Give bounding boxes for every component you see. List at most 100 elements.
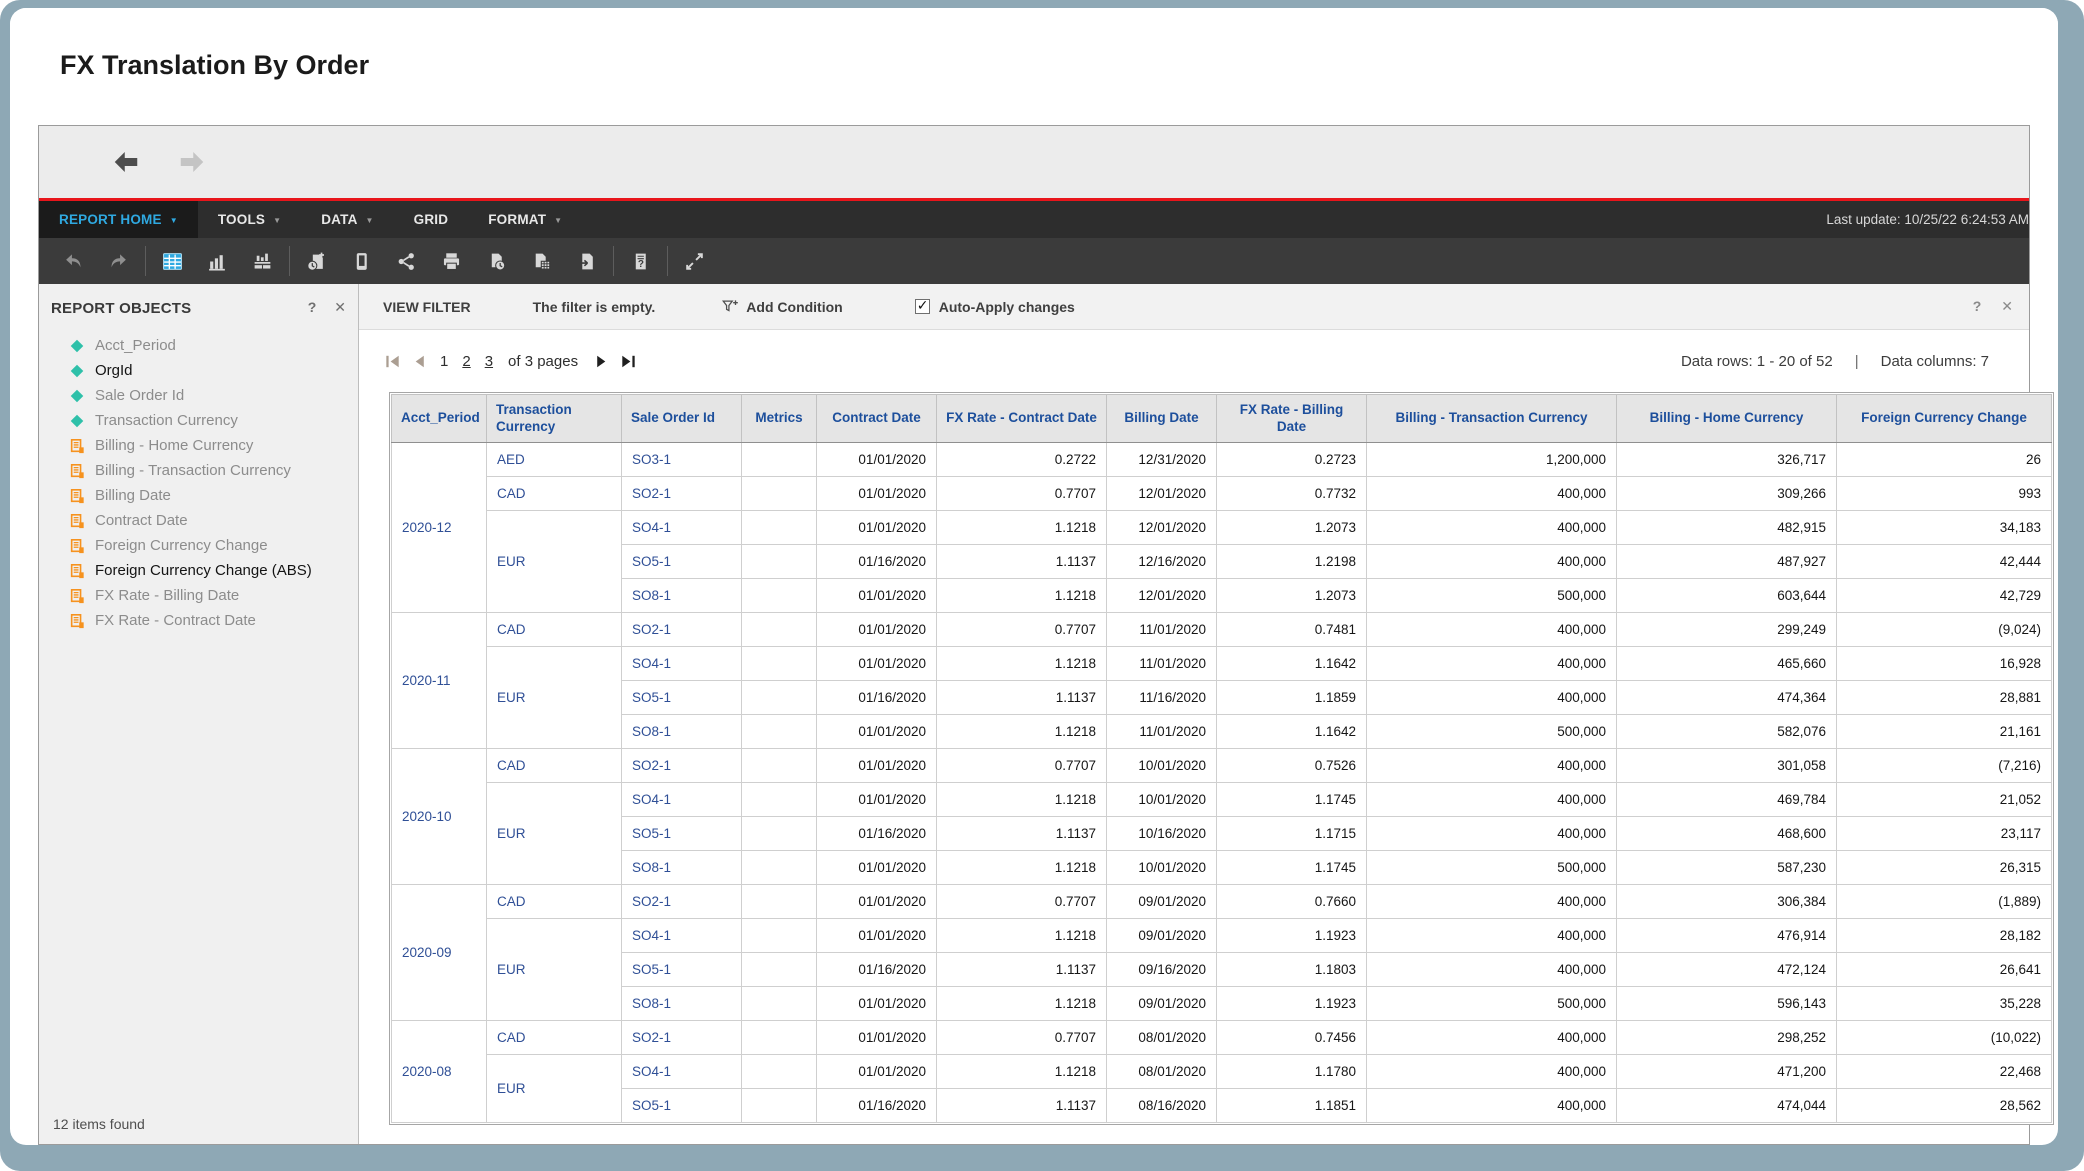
billing-home-cell: 587,230 (1617, 851, 1837, 885)
column-header-billing-date[interactable]: Billing Date (1107, 395, 1217, 443)
sale-order-cell: SO5-1 (622, 1089, 742, 1123)
sale-order-cell: SO2-1 (622, 749, 742, 783)
add-to-history-icon (306, 251, 327, 272)
contract-date-cell: 01/01/2020 (817, 851, 937, 885)
transaction-currency-cell: CAD (487, 749, 622, 783)
print-button[interactable] (429, 238, 474, 284)
fx-rate-contract-cell: 1.1137 (937, 545, 1107, 579)
report-object-billing-home-currency[interactable]: Billing - Home Currency (69, 433, 358, 458)
column-header-fx-rate-billing-date[interactable]: FX Rate - Billing Date (1217, 395, 1367, 443)
fx-rate-billing-cell: 1.2073 (1217, 579, 1367, 613)
add-to-history-button[interactable] (294, 238, 339, 284)
table-row: SO8-101/01/20201.121810/01/20201.1745500… (392, 851, 2052, 885)
report-object-acct-period[interactable]: Acct_Period (69, 333, 358, 358)
metrics-cell (742, 1055, 817, 1089)
billing-transaction-cell: 400,000 (1367, 647, 1617, 681)
column-header-billing-transaction-currency[interactable]: Billing - Transaction Currency (1367, 395, 1617, 443)
fx-rate-billing-cell: 1.1803 (1217, 953, 1367, 987)
billing-home-cell: 299,249 (1617, 613, 1837, 647)
column-header-acct-period[interactable]: Acct_Period (392, 395, 487, 443)
menu-item-label: TOOLS (218, 212, 265, 227)
auto-apply-checkbox[interactable] (915, 299, 930, 314)
report-object-foreign-currency-change[interactable]: Foreign Currency Change (69, 533, 358, 558)
menu-item-report-home[interactable]: REPORT HOME▼ (39, 201, 198, 238)
export-excel-icon (531, 251, 552, 272)
menu-item-format[interactable]: FORMAT▼ (468, 201, 582, 238)
fx-rate-billing-cell: 0.7481 (1217, 613, 1367, 647)
help-icon[interactable]: ? (308, 299, 317, 315)
undo-icon (63, 251, 84, 272)
metrics-cell (742, 1021, 817, 1055)
prev-page-button[interactable] (406, 350, 433, 372)
first-page-button[interactable] (379, 350, 406, 372)
table-row: SO5-101/16/20201.113710/16/20201.1715400… (392, 817, 2052, 851)
column-header-foreign-currency-change[interactable]: Foreign Currency Change (1837, 395, 2052, 443)
billing-home-cell: 471,200 (1617, 1055, 1837, 1089)
billing-date-cell: 09/01/2020 (1107, 987, 1217, 1021)
fx-rate-contract-cell: 1.1137 (937, 681, 1107, 715)
column-header-billing-home-currency[interactable]: Billing - Home Currency (1617, 395, 1837, 443)
column-header-transaction-currency[interactable]: Transaction Currency (487, 395, 622, 443)
transaction-currency-cell: EUR (487, 783, 622, 885)
report-object-transaction-currency[interactable]: Transaction Currency (69, 408, 358, 433)
help-icon[interactable]: ? (1973, 298, 1982, 314)
acct-period-cell: 2020-09 (392, 885, 487, 1021)
report-object-foreign-currency-change-abs[interactable]: Foreign Currency Change (ABS) (69, 558, 358, 583)
nav-forward-button[interactable] (175, 145, 209, 179)
report-object-contract-date[interactable]: Contract Date (69, 508, 358, 533)
auto-apply-control: Auto-Apply changes (915, 299, 1075, 315)
transaction-currency-cell: CAD (487, 613, 622, 647)
report-grid-wrapper: Acct_PeriodTransaction CurrencySale Orde… (389, 392, 2054, 1125)
pager-nav-right (588, 350, 642, 372)
column-header-fx-rate-contract-date[interactable]: FX Rate - Contract Date (937, 395, 1107, 443)
menu-item-tools[interactable]: TOOLS ▼ (198, 201, 301, 238)
column-header-sale-order-id[interactable]: Sale Order Id (622, 395, 742, 443)
billing-date-cell: 10/16/2020 (1107, 817, 1217, 851)
page-link-3[interactable]: 3 (485, 353, 493, 370)
report-object-sale-order-id[interactable]: Sale Order Id (69, 383, 358, 408)
close-icon[interactable]: ✕ (334, 299, 346, 315)
redo-button[interactable] (96, 238, 141, 284)
billing-date-cell: 09/01/2020 (1107, 885, 1217, 919)
browser-nav-strip (39, 126, 2029, 201)
page-link-2[interactable]: 2 (462, 353, 470, 370)
billing-date-cell: 10/01/2020 (1107, 783, 1217, 817)
personal-view-button[interactable] (339, 238, 384, 284)
schedule-delivery-button[interactable] (474, 238, 519, 284)
menu-item-label: REPORT HOME (59, 212, 162, 227)
menu-item-data[interactable]: DATA▼ (301, 201, 393, 238)
column-header-contract-date[interactable]: Contract Date (817, 395, 937, 443)
report-object-orgid[interactable]: OrgId (69, 358, 358, 383)
undo-button[interactable] (51, 238, 96, 284)
report-object-billing-transaction-currency[interactable]: Billing - Transaction Currency (69, 458, 358, 483)
add-condition-label: Add Condition (746, 299, 842, 315)
graph-view-icon (207, 251, 228, 272)
share-button[interactable] (384, 238, 429, 284)
fx-rate-contract-cell: 1.1218 (937, 511, 1107, 545)
fullscreen-button[interactable] (672, 238, 717, 284)
graph-view-button[interactable] (195, 238, 240, 284)
next-page-button[interactable] (588, 350, 615, 372)
grid-graph-view-button[interactable] (240, 238, 285, 284)
close-icon[interactable]: ✕ (2001, 298, 2013, 314)
export-pdf-icon (576, 251, 597, 272)
grid-header-row: Acct_PeriodTransaction CurrencySale Orde… (392, 395, 2052, 443)
report-object-fx-rate-contract-date[interactable]: FX Rate - Contract Date (69, 608, 358, 633)
column-header-metrics[interactable]: Metrics (742, 395, 817, 443)
billing-transaction-cell: 400,000 (1367, 545, 1617, 579)
billing-transaction-cell: 400,000 (1367, 681, 1617, 715)
chevron-down-icon: ▼ (273, 216, 281, 225)
report-details-button[interactable]: ? (618, 238, 663, 284)
add-condition-button[interactable]: Add Condition (721, 298, 842, 316)
menu-item-grid[interactable]: GRID (394, 201, 469, 238)
nav-back-button[interactable] (109, 145, 143, 179)
sale-order-cell: SO3-1 (622, 443, 742, 477)
grid-view-button[interactable] (150, 238, 195, 284)
report-object-fx-rate-billing-date[interactable]: FX Rate - Billing Date (69, 583, 358, 608)
last-page-button[interactable] (615, 350, 642, 372)
billing-transaction-cell: 400,000 (1367, 749, 1617, 783)
billing-transaction-cell: 400,000 (1367, 919, 1617, 953)
export-excel-button[interactable] (519, 238, 564, 284)
report-object-billing-date[interactable]: Billing Date (69, 483, 358, 508)
export-pdf-button[interactable] (564, 238, 609, 284)
